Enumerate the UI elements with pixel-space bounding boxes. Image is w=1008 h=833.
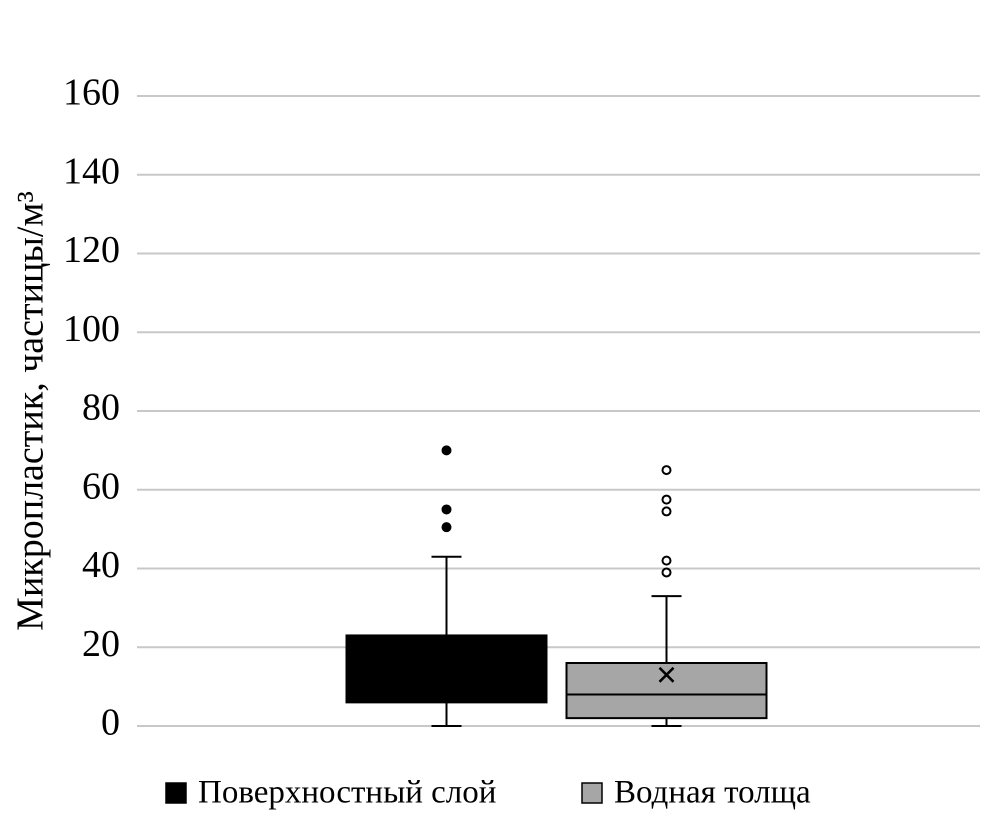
outlier — [441, 504, 452, 515]
y-tick-label: 20 — [82, 623, 120, 665]
outlier — [661, 567, 672, 578]
outlier — [661, 494, 672, 505]
y-tick-label: 0 — [101, 702, 120, 744]
y-tick-label: 40 — [82, 544, 120, 586]
outlier — [441, 522, 452, 533]
y-tick-label: 100 — [63, 308, 120, 350]
y-tick-label: 160 — [63, 72, 120, 114]
outlier — [441, 445, 452, 456]
outlier — [661, 555, 672, 566]
outlier — [661, 506, 672, 517]
y-tick-label: 80 — [82, 387, 120, 429]
box — [565, 662, 768, 720]
outlier — [661, 465, 672, 476]
box — [345, 634, 548, 704]
y-axis-label: Микропластик, частицы/м³ — [10, 191, 52, 631]
y-tick-label: 120 — [63, 229, 120, 271]
legend-swatch — [581, 782, 603, 804]
legend-label: Поверхностный слой — [198, 775, 496, 811]
legend-swatch — [165, 782, 187, 804]
legend-label: Водная толща — [614, 775, 811, 811]
y-tick-label: 60 — [82, 465, 120, 507]
mean-marker — [658, 666, 675, 683]
y-tick-label: 140 — [63, 150, 120, 192]
